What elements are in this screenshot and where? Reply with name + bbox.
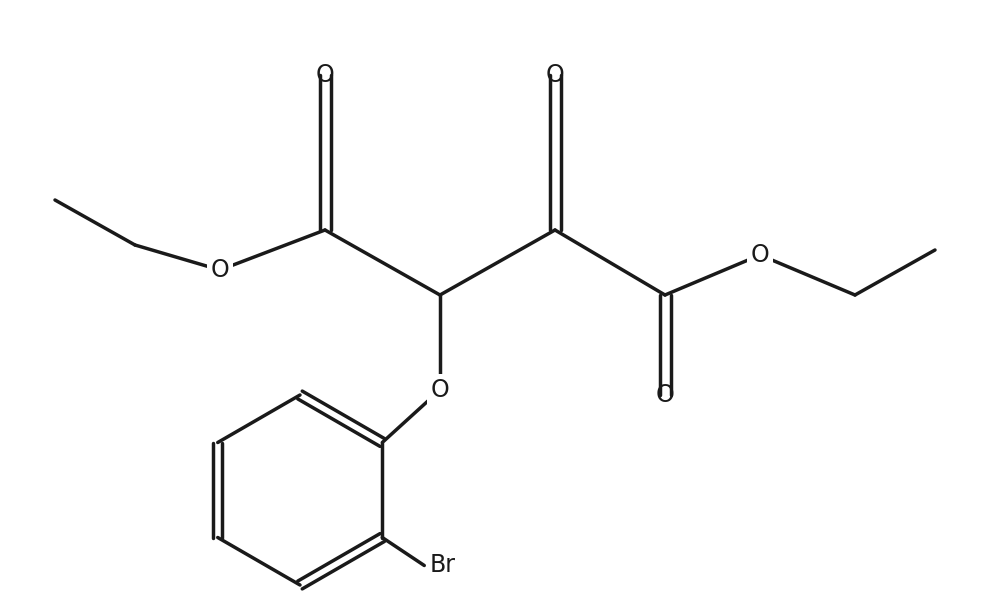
- Text: O: O: [655, 383, 674, 407]
- Text: O: O: [211, 258, 229, 282]
- Text: O: O: [316, 63, 335, 87]
- Text: O: O: [431, 378, 450, 402]
- Text: Br: Br: [429, 553, 455, 578]
- Text: O: O: [545, 63, 564, 87]
- Text: O: O: [751, 243, 770, 267]
